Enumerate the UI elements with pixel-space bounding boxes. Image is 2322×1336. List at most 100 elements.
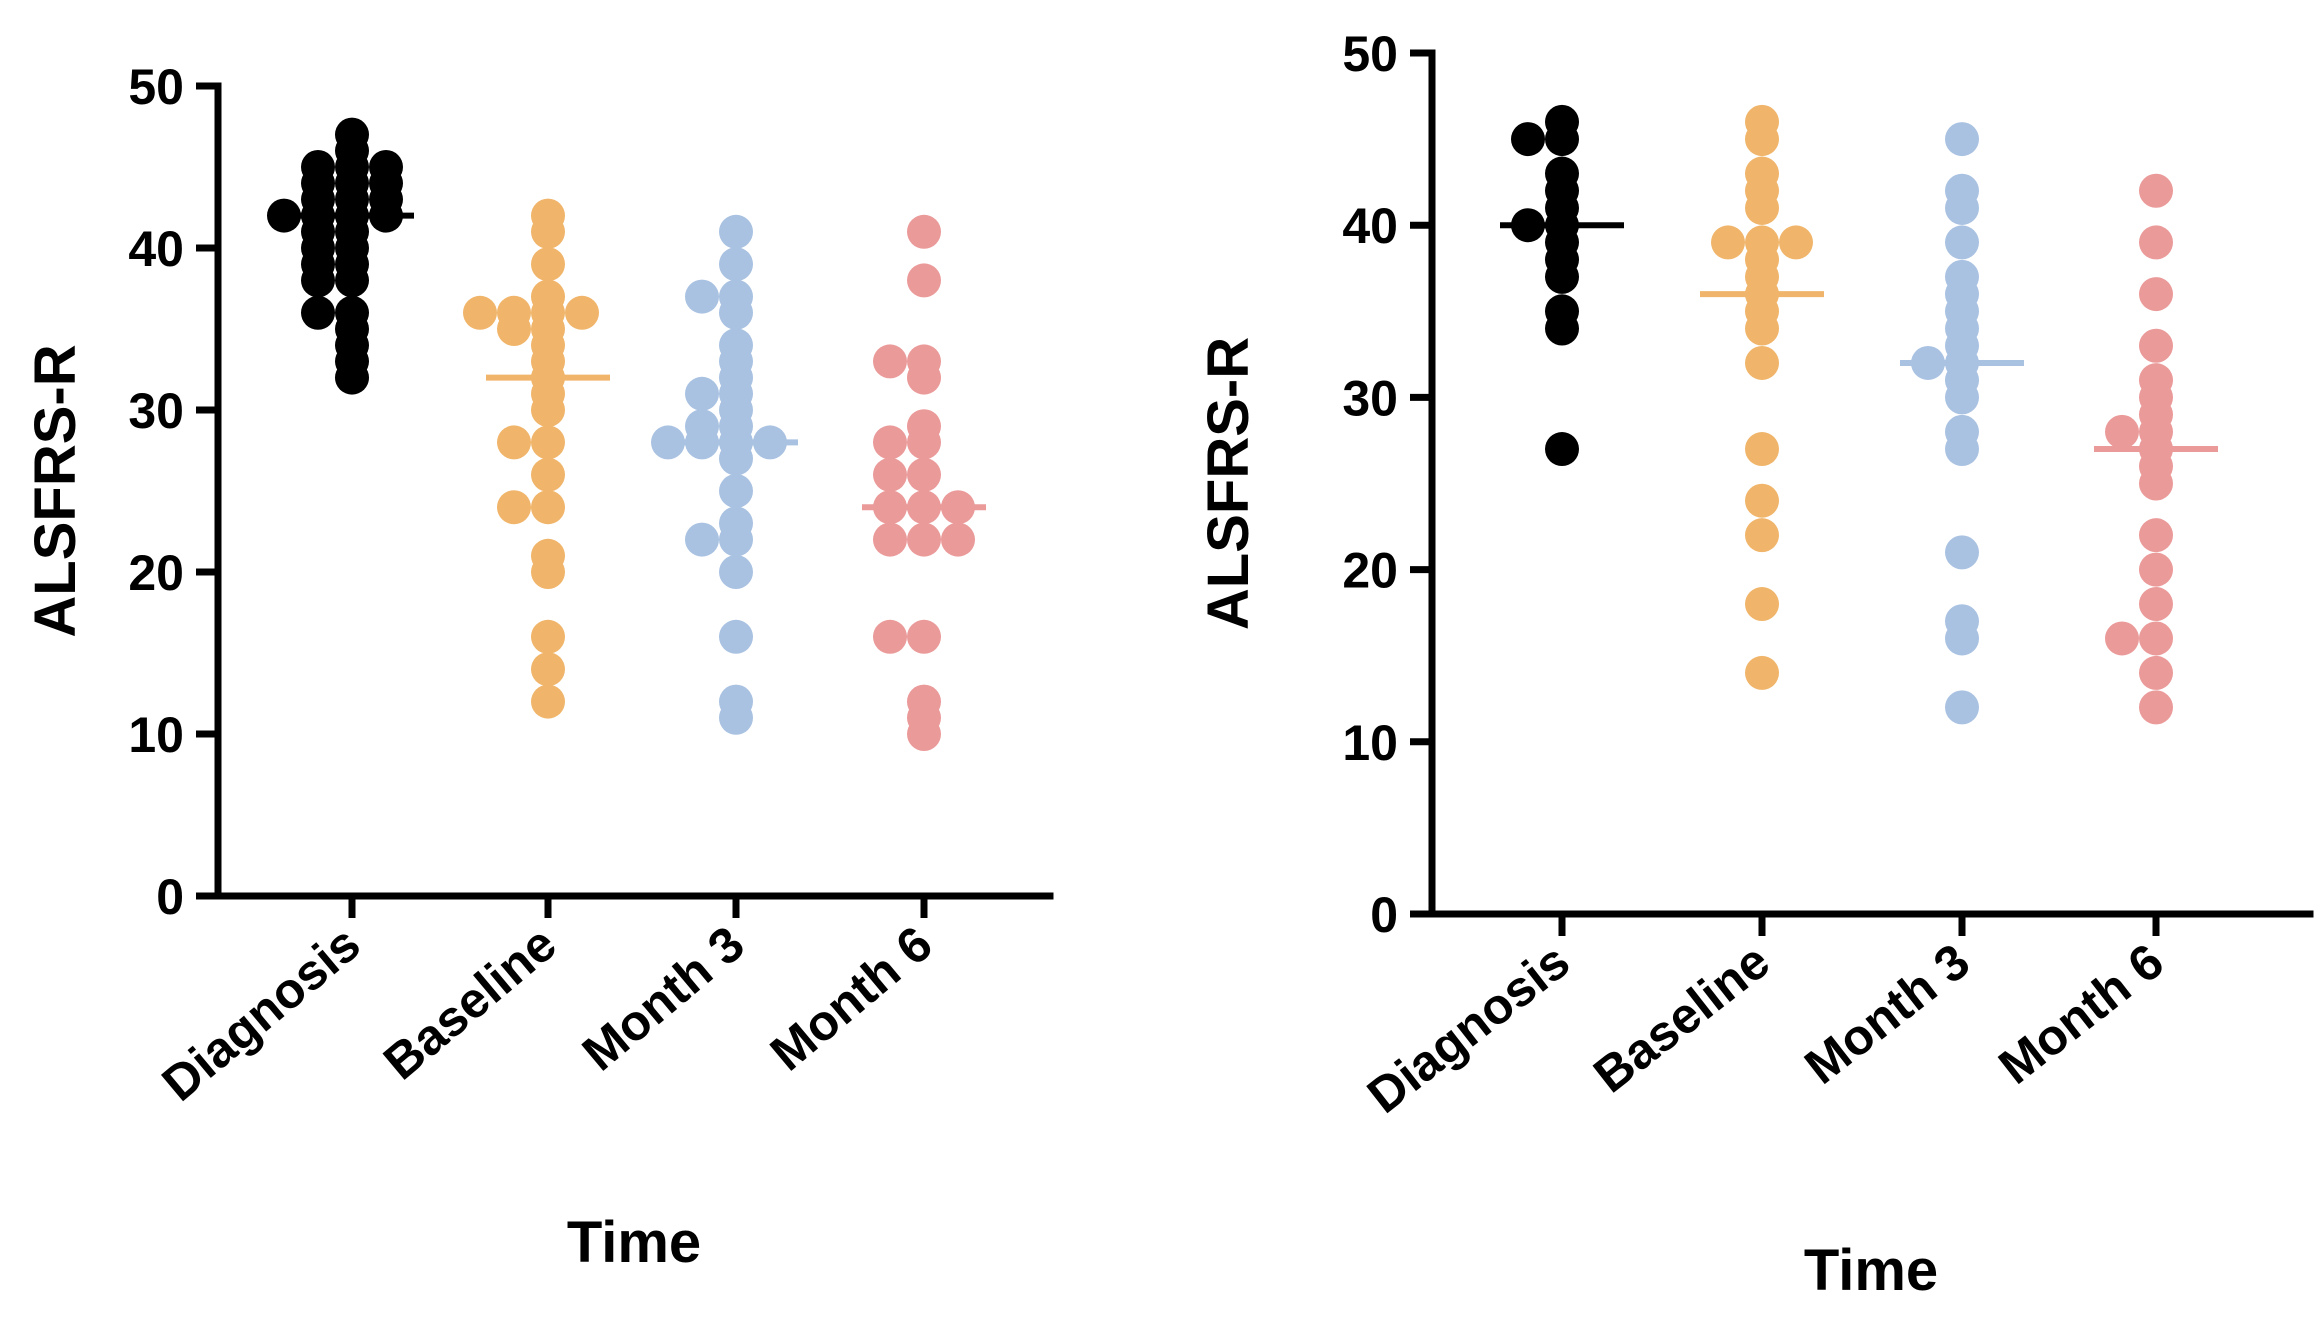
y-tick-label: 30 bbox=[1342, 370, 1398, 426]
data-point bbox=[531, 490, 565, 525]
data-point bbox=[2139, 518, 2173, 553]
data-point bbox=[301, 295, 335, 330]
x-tick-label: Month 3 bbox=[1794, 933, 1979, 1095]
y-tick-label: 50 bbox=[1342, 26, 1398, 82]
data-point bbox=[531, 247, 565, 282]
data-point bbox=[1545, 432, 1579, 467]
data-point bbox=[719, 700, 753, 735]
data-point bbox=[873, 522, 907, 557]
data-point bbox=[907, 522, 941, 557]
data-point bbox=[1745, 122, 1779, 157]
data-point bbox=[685, 376, 719, 411]
data-point bbox=[531, 457, 565, 492]
data-point bbox=[1745, 483, 1779, 518]
chart-right: 0 10 20 30 40 50 Diagnosis Baseline Month 3 Month… bbox=[1196, 26, 2314, 1303]
data-point bbox=[1711, 225, 1745, 260]
y-tick-label: 40 bbox=[128, 221, 184, 277]
data-point bbox=[531, 652, 565, 687]
data-point bbox=[1745, 345, 1779, 380]
y-axis-title: ALSFRS-R bbox=[1196, 337, 1261, 630]
data-point bbox=[907, 263, 941, 298]
y-tick-label: 40 bbox=[1342, 198, 1398, 254]
data-point bbox=[1745, 655, 1779, 690]
y-tick-label: 0 bbox=[156, 869, 184, 925]
data-point bbox=[463, 295, 497, 330]
y-tick-label: 10 bbox=[128, 707, 184, 763]
data-point bbox=[907, 214, 941, 249]
data-point bbox=[1745, 432, 1779, 467]
data-point bbox=[719, 555, 753, 589]
data-point bbox=[1745, 190, 1779, 225]
data-point bbox=[1945, 535, 1979, 570]
data-point bbox=[1545, 259, 1579, 294]
data-point bbox=[685, 279, 719, 314]
data-point bbox=[335, 360, 369, 395]
x-tick-label: Month 6 bbox=[760, 915, 943, 1081]
data-point bbox=[531, 684, 565, 719]
data-point bbox=[2105, 414, 2139, 449]
data-point bbox=[497, 490, 531, 525]
data-point bbox=[719, 619, 753, 654]
data-point bbox=[1945, 122, 1979, 157]
chart-left: 0 10 20 30 40 50 Diagnosis Baseline Month 3 Month… bbox=[23, 59, 1054, 1275]
data-point bbox=[335, 263, 369, 298]
x-tick-label: Baseline bbox=[373, 915, 567, 1090]
data-point bbox=[873, 457, 907, 492]
data-point bbox=[301, 263, 335, 298]
data-point bbox=[2139, 655, 2173, 690]
data-point bbox=[719, 214, 753, 249]
y-tick-label: 30 bbox=[128, 383, 184, 439]
data-point bbox=[2139, 466, 2173, 501]
x-axis-title: Time bbox=[567, 1210, 701, 1275]
data-point bbox=[2139, 587, 2173, 622]
data-point bbox=[1745, 311, 1779, 346]
data-point bbox=[907, 360, 941, 395]
x-tick-label: Month 6 bbox=[1988, 933, 2173, 1095]
data-point bbox=[907, 619, 941, 654]
data-point bbox=[719, 474, 753, 508]
data-point bbox=[1945, 380, 1979, 415]
x-tick-label: Diagnosis bbox=[152, 915, 371, 1111]
data-point bbox=[873, 425, 907, 460]
data-point bbox=[1779, 225, 1813, 260]
y-tick-label: 10 bbox=[1342, 715, 1398, 771]
data-point bbox=[531, 619, 565, 654]
data-point bbox=[267, 198, 301, 233]
data-point bbox=[1745, 587, 1779, 622]
data-point bbox=[1945, 621, 1979, 656]
data-point bbox=[2139, 225, 2173, 260]
data-point bbox=[2139, 690, 2173, 725]
data-point bbox=[907, 717, 941, 751]
data-point bbox=[907, 425, 941, 460]
data-point bbox=[531, 425, 565, 460]
data-point bbox=[719, 247, 753, 282]
data-point bbox=[497, 425, 531, 460]
data-point bbox=[719, 522, 753, 557]
y-tick-label: 20 bbox=[1342, 543, 1398, 599]
data-point bbox=[565, 295, 599, 330]
data-point bbox=[1945, 225, 1979, 260]
data-point bbox=[1545, 122, 1579, 157]
y-axis-title: ALSFRS-R bbox=[23, 344, 88, 637]
data-point bbox=[907, 457, 941, 492]
data-point bbox=[873, 619, 907, 654]
data-point bbox=[2139, 621, 2173, 656]
data-point bbox=[719, 441, 753, 476]
y-tick-label: 0 bbox=[1370, 887, 1398, 943]
data-point bbox=[531, 214, 565, 249]
data-point bbox=[2139, 328, 2173, 363]
data-point bbox=[1945, 432, 1979, 467]
data-point bbox=[531, 393, 565, 427]
data-point bbox=[2105, 621, 2139, 656]
data-point bbox=[651, 425, 685, 460]
y-tick-label: 50 bbox=[128, 59, 184, 115]
data-point bbox=[1745, 518, 1779, 553]
x-tick-label: Month 3 bbox=[572, 915, 755, 1081]
x-tick-label: Baseline bbox=[1583, 933, 1780, 1104]
data-point bbox=[1945, 190, 1979, 225]
data-point bbox=[1945, 690, 1979, 725]
data-point bbox=[2139, 277, 2173, 312]
data-point bbox=[2139, 552, 2173, 587]
x-tick-label: Diagnosis bbox=[1357, 933, 1580, 1124]
